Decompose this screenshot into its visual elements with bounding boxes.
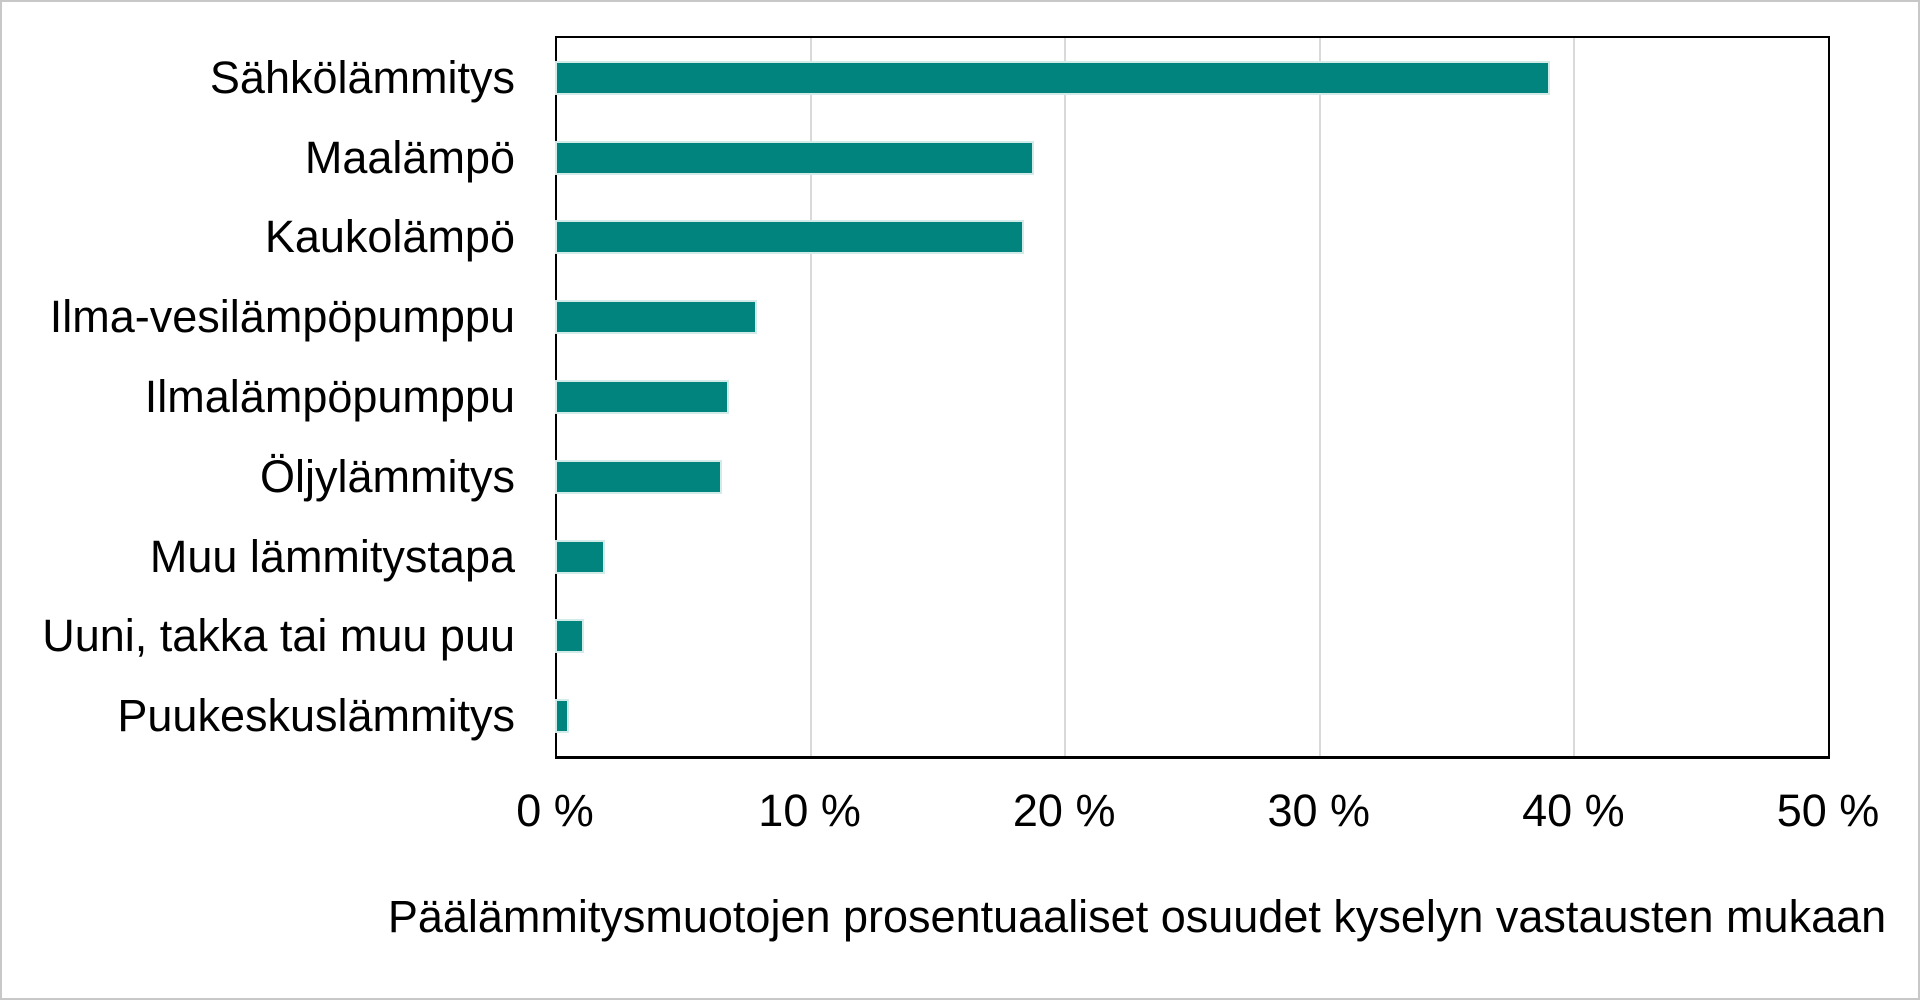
bar-sähkölämmitys (557, 62, 1549, 93)
bar-muu-lämmitystapa (557, 541, 603, 572)
gridline-10 (810, 38, 813, 756)
bar-uuni-takka-tai-muu-puu (557, 621, 583, 652)
category-label: Kaukolämpö (264, 211, 515, 263)
category-label: Maalämpö (304, 131, 515, 183)
x-tick-label-40: 40 % (1522, 785, 1625, 836)
bar-kaukolämpö (557, 222, 1023, 253)
x-tick-label-20: 20 % (1012, 785, 1116, 836)
plot-area (555, 36, 1830, 759)
category-label: Öljylämmitys (260, 450, 515, 502)
x-tick-label-30: 30 % (1267, 785, 1371, 836)
gridline-40 (1572, 38, 1575, 756)
bar-maalämpö (557, 142, 1033, 173)
x-tick-label-10: 10 % (758, 785, 861, 836)
category-label: Uuni, takka tai muu puu (42, 610, 515, 662)
x-tick-label-0: 0 % (516, 785, 594, 836)
bar-ilma-vesilämpöpumppu (557, 302, 756, 333)
bar-ilmalämpöpumppu (557, 382, 728, 412)
category-label: Muu lämmitystapa (149, 530, 515, 582)
gridline-30 (1318, 38, 1321, 756)
x-tick-label-50: 50 % (1776, 785, 1880, 836)
bar-öljylämmitys (557, 461, 720, 492)
category-label: Puukeskuslämmitys (117, 690, 515, 742)
category-label: Sähkölämmitys (209, 51, 515, 103)
category-label: Ilma-vesilämpöpumppu (49, 291, 515, 343)
category-label: Ilmalämpöpumppu (144, 371, 515, 422)
gridline-20 (1064, 38, 1067, 756)
chart-caption: Päälämmitysmuotojen prosentuaaliset osuu… (387, 891, 1887, 942)
bar-puukeskuslämmitys (557, 701, 568, 732)
